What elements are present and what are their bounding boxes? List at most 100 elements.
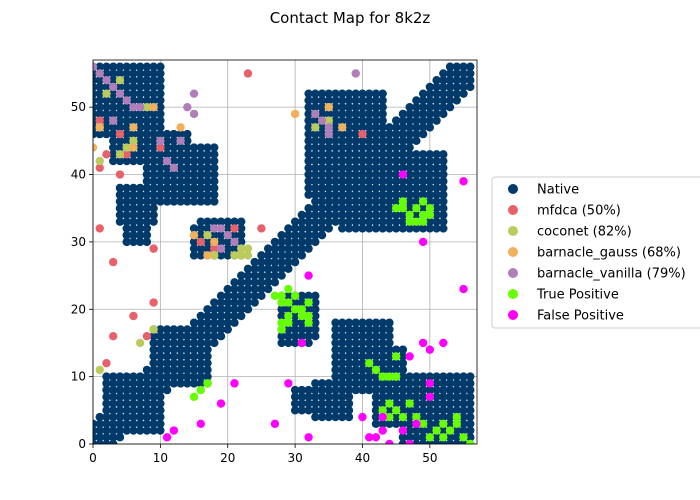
native-contact-point [338,358,347,368]
native-contact-point [216,298,226,307]
false-positive-point [284,379,293,388]
native-contact-point [344,210,354,220]
native-contact-point [304,109,313,119]
native-contact-point [439,190,448,199]
native-contact-point [115,143,125,152]
native-contact-point [324,197,333,206]
native-contact-point [250,264,259,274]
native-contact-point [466,412,475,422]
native-contact-point [169,129,179,139]
native-contact-point [317,156,327,166]
native-contact-point [129,76,138,85]
native-contact-point [250,257,259,267]
native-contact-point [371,332,381,341]
native-contact-point [109,109,118,119]
native-contact-point [432,96,441,105]
native-contact-point [432,89,441,98]
native-contact-point [358,177,367,186]
native-contact-point [196,197,205,206]
legend-label: False Positive [537,309,624,324]
native-contact-point [398,163,408,172]
plot-frame [92,59,478,445]
mfdca-50-point [95,224,104,233]
native-contact-point [385,338,394,348]
native-contact-point [122,230,131,240]
native-contact-point [338,332,347,341]
native-contact-point [317,217,327,226]
native-contact-point [189,352,199,361]
false-positive-point [371,433,381,442]
native-contact-point [378,217,387,226]
native-contact-point [439,372,448,381]
native-contact-point [365,365,374,375]
native-contact-point [135,392,145,402]
native-contact-point [304,305,313,314]
native-contact-point [351,379,360,388]
native-contact-point [162,177,172,186]
native-contact-point [142,76,152,85]
coconet-82-point [115,76,125,85]
native-contact-point [129,129,138,139]
native-contact-point [432,433,441,442]
native-contact-point [210,177,219,186]
native-contact-point [365,136,374,146]
native-contact-point [405,224,414,233]
native-contact-point [324,136,333,146]
native-contact-point [290,230,300,240]
native-contact-point [351,190,360,199]
native-contact-point [425,102,435,112]
native-contact-point [196,230,205,240]
native-contact-point [156,69,165,78]
native-contact-point [391,177,401,186]
native-contact-point [324,392,333,402]
native-contact-point [452,62,461,71]
native-contact-point [311,183,320,193]
native-contact-point [169,197,179,206]
barnacle-gauss-68-point [324,102,333,112]
native-contact-point [115,379,125,388]
native-contact-point [196,332,205,341]
native-contact-point [331,365,340,375]
native-contact-point [297,392,307,402]
native-contact-point [418,224,428,233]
native-contact-point [102,399,111,408]
native-contact-point [365,332,374,341]
native-contact-point [351,365,360,375]
native-contact-point [135,426,145,435]
native-contact-point [156,62,165,71]
native-contact-point [452,82,461,92]
native-contact-point [142,62,152,71]
native-contact-point [338,143,347,152]
native-contact-point [459,399,468,408]
native-contact-point [129,385,138,395]
native-contact-point [371,345,381,354]
native-contact-point [311,197,320,206]
native-contact-point [122,156,131,166]
barnacle-vanilla-79-point [210,224,219,233]
native-contact-point [109,392,118,402]
native-contact-point [405,177,414,186]
native-contact-point [317,150,327,159]
true-positive-point [418,419,428,428]
native-contact-point [162,150,172,159]
native-contact-point [156,399,165,408]
mfdca-50-point [122,150,131,159]
native-contact-point [351,352,360,361]
native-contact-point [156,419,165,428]
true-positive-point [277,318,286,327]
mfdca-50-point [210,244,219,253]
native-contact-point [210,298,219,307]
false-positive-point [425,392,435,402]
native-contact-point [324,150,333,159]
true-positive-point [385,372,394,381]
true-positive-point [203,379,212,388]
native-contact-point [149,197,158,206]
native-contact-point [149,365,158,375]
grid-lines [92,60,477,445]
false-positive-point [169,426,179,435]
native-contact-point [311,305,320,314]
native-contact-point [135,96,145,105]
native-contact-point [156,89,165,98]
native-contact-point [263,264,273,274]
native-contact-point [317,204,327,213]
